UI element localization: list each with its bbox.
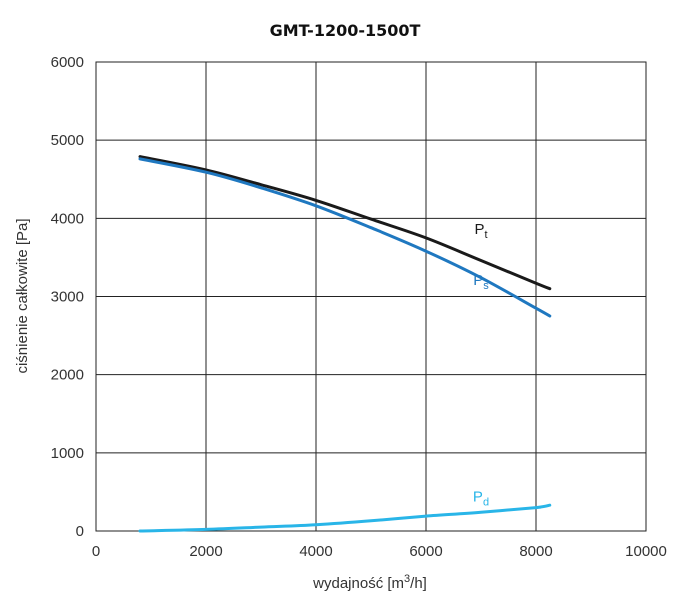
x-tick-labels: 0 2000 4000 6000 8000 10000	[92, 543, 667, 560]
x-tick-label: 10000	[625, 543, 667, 560]
y-tick-label: 6000	[51, 54, 84, 71]
x-tick-label: 2000	[189, 543, 222, 560]
y-tick-label: 3000	[51, 289, 84, 306]
x-tick-label: 4000	[299, 543, 332, 560]
grid-lines	[96, 62, 646, 531]
chart-title: GMT-1200-1500T	[270, 21, 421, 40]
series-label-pd: Pd	[473, 488, 489, 508]
x-axis-label-sup: 3	[404, 573, 410, 585]
series-curves	[138, 155, 552, 533]
series-line-ps	[138, 157, 552, 318]
series-line-pd	[138, 503, 552, 533]
series-line-pt	[138, 155, 552, 291]
series-label-pt: Pt	[474, 221, 487, 241]
x-tick-label: 8000	[519, 543, 552, 560]
y-tick-label: 1000	[51, 445, 84, 462]
plot-frame	[95, 61, 647, 532]
series-labels: Pt Ps Pd	[473, 221, 489, 508]
x-axis-label: wydajność [m3/h]	[312, 573, 427, 592]
y-axis-label: ciśnienie całkowite [Pa]	[14, 218, 31, 373]
x-tick-label: 6000	[409, 543, 442, 560]
x-axis-label-tail: /h]	[410, 575, 427, 592]
x-tick-label: 0	[92, 543, 100, 560]
y-tick-label: 0	[76, 523, 84, 540]
y-tick-labels: 0 1000 2000 3000 4000 5000 6000	[51, 54, 84, 540]
x-axis-label-main: wydajność [m	[312, 575, 404, 592]
series-label-ps: Ps	[473, 272, 489, 292]
y-tick-label: 2000	[51, 367, 84, 384]
y-tick-label: 4000	[51, 210, 84, 227]
y-tick-label: 5000	[51, 132, 84, 149]
